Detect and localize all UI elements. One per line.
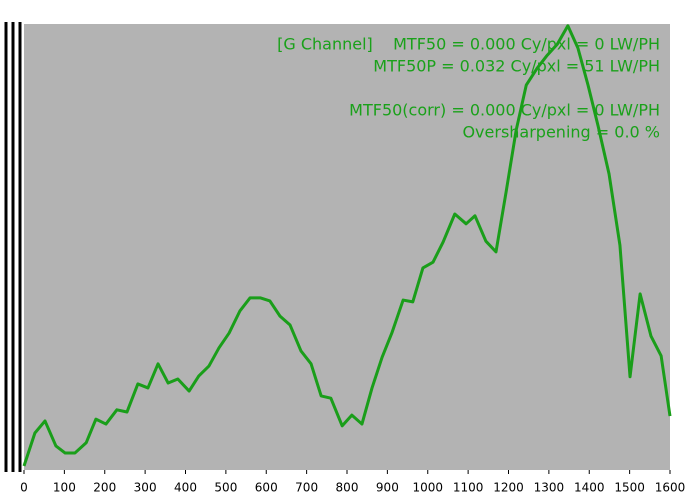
- x-tick-label: 600: [255, 481, 278, 495]
- x-tick-label: 1500: [614, 481, 645, 495]
- annotation: MTF50(corr) = 0.000 Cy/pxl = 0 LW/PH: [349, 101, 660, 120]
- x-tick-label: 800: [336, 481, 359, 495]
- x-tick-label: 1600: [655, 481, 686, 495]
- x-tick-label: 1300: [534, 481, 565, 495]
- x-tick-label: 1400: [574, 481, 605, 495]
- x-tick-label: 100: [53, 481, 76, 495]
- x-tick-label: 400: [174, 481, 197, 495]
- x-tick-label: 700: [295, 481, 318, 495]
- x-tick-label: 1000: [412, 481, 443, 495]
- annotation: MTF50P = 0.032 Cy/pxl = 51 LW/PH: [373, 57, 660, 76]
- plot-area: [24, 24, 670, 470]
- x-tick-label: 0: [20, 481, 28, 495]
- x-tick-label: 500: [214, 481, 237, 495]
- annotation: [G Channel] MTF50 = 0.000 Cy/pxl = 0 LW/…: [277, 35, 660, 54]
- annotation: Oversharpening = 0.0 %: [462, 123, 660, 142]
- x-tick-label: 300: [134, 481, 157, 495]
- x-tick-label: 1200: [493, 481, 524, 495]
- x-tick-label: 900: [376, 481, 399, 495]
- data-line: [22, 24, 672, 467]
- x-tick-label: 200: [93, 481, 116, 495]
- x-tick-label: 1100: [453, 481, 484, 495]
